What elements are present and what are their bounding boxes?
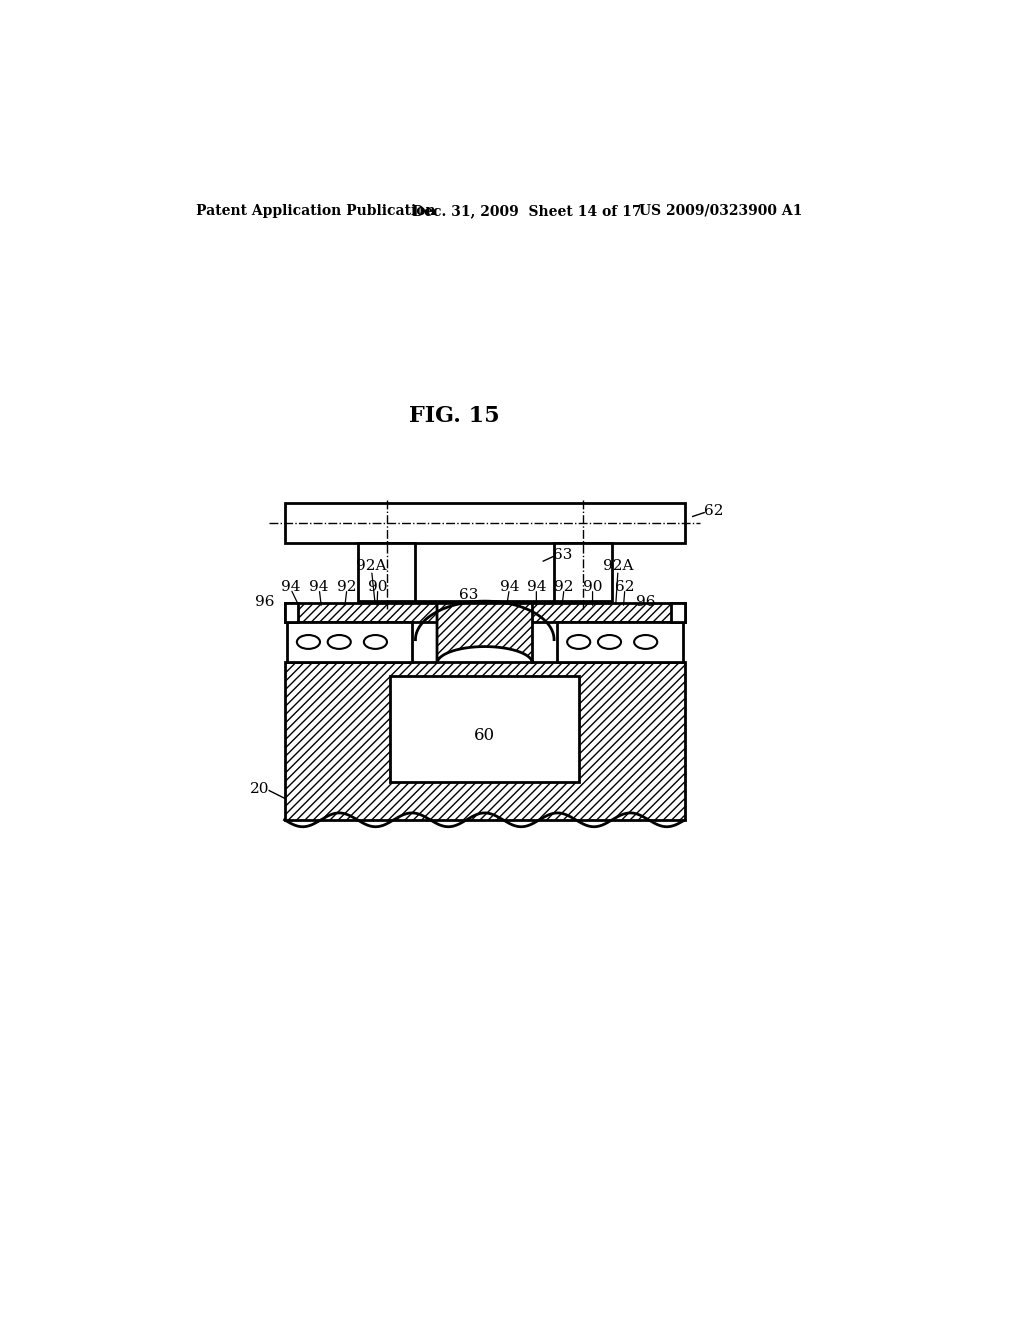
Bar [357,544,416,601]
Text: 92A: 92A [603,560,633,573]
Text: 92: 92 [337,579,356,594]
Text: 92: 92 [554,579,573,594]
Bar [285,603,298,622]
Text: 63: 63 [553,548,571,562]
Text: Dec. 31, 2009  Sheet 14 of 17: Dec. 31, 2009 Sheet 14 of 17 [412,203,641,218]
Text: US 2009/0323900 A1: US 2009/0323900 A1 [639,203,802,218]
Text: Patent Application Publication: Patent Application Publication [196,203,435,218]
Text: FIG. 15: FIG. 15 [409,405,500,428]
Ellipse shape [598,635,621,649]
Text: 96: 96 [636,595,655,609]
Ellipse shape [297,635,319,649]
Ellipse shape [364,635,387,649]
Text: 63: 63 [459,587,478,602]
Text: 92A: 92A [356,560,387,573]
Text: 94: 94 [526,579,546,594]
Bar [390,676,580,781]
Ellipse shape [567,635,590,649]
Text: 94: 94 [500,579,519,594]
Bar [285,663,685,820]
Text: 90: 90 [368,579,387,594]
Bar [287,622,413,663]
Bar [557,622,683,663]
Text: 60: 60 [474,726,496,743]
Text: 20: 20 [250,781,269,796]
Text: 62: 62 [615,579,635,594]
Text: 90: 90 [583,579,602,594]
Bar [671,603,685,622]
Text: 62: 62 [705,504,724,517]
Bar [554,544,611,601]
Ellipse shape [634,635,657,649]
Text: 94: 94 [309,579,329,594]
Text: 96: 96 [255,595,274,609]
Bar [285,603,685,622]
Text: 94: 94 [281,579,300,594]
Bar [285,503,685,544]
Ellipse shape [328,635,351,649]
Polygon shape [437,603,532,664]
